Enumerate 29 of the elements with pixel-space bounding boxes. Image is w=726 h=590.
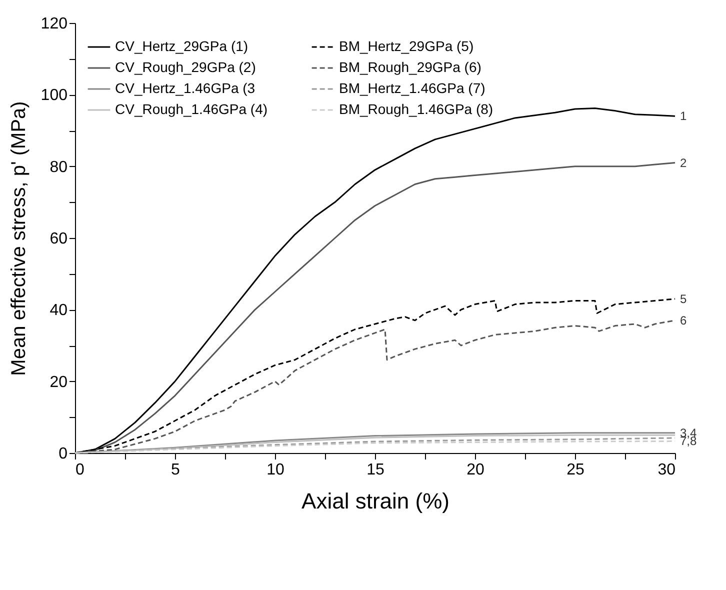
x-tick-label: 5 bbox=[171, 462, 180, 478]
x-tick-label: 25 bbox=[566, 462, 584, 478]
legend-label: BM_Rough_1.46GPa (8) bbox=[339, 101, 494, 117]
text: 5 bbox=[680, 292, 687, 306]
text: 1 bbox=[680, 109, 687, 124]
y-tick-label: 120 bbox=[40, 16, 68, 32]
y-tick-label: 100 bbox=[40, 87, 68, 104]
y-axis-title: Mean effective stress, p' (MPa) bbox=[8, 101, 30, 376]
text: 3,4 bbox=[680, 426, 698, 440]
y-tick-label: 80 bbox=[50, 158, 68, 176]
legend-label: CV_Hertz_29GPa (1) bbox=[115, 38, 248, 54]
x-tick-label: 30 bbox=[658, 462, 676, 478]
x-tick-label: 15 bbox=[366, 462, 384, 478]
legend-label: CV_Rough_29GPa (2) bbox=[115, 59, 256, 75]
y-tick-label: 0 bbox=[58, 446, 68, 462]
x-tick-label: 10 bbox=[266, 462, 284, 478]
legend-label: BM_Hertz_29GPa (5) bbox=[339, 38, 474, 54]
y-tick-label: 20 bbox=[50, 374, 68, 391]
legend-label: BM_Hertz_1.46GPa (7) bbox=[339, 80, 486, 96]
legend-label: BM_Rough_29GPa (6) bbox=[339, 59, 482, 75]
x-axis-title: Axial strain (%) bbox=[302, 488, 450, 514]
x-tick-label: 0 bbox=[76, 462, 84, 478]
legend-label: CV_Rough_1.46GPa (4) bbox=[115, 101, 268, 117]
y-tick-label: 60 bbox=[50, 230, 68, 248]
y-tick-label: 40 bbox=[50, 302, 68, 320]
x-tick-label: 20 bbox=[466, 462, 484, 478]
legend-label: CV_Hertz_1.46GPa (3 bbox=[115, 80, 256, 96]
text: 2 bbox=[680, 156, 687, 170]
text: 6 bbox=[680, 313, 687, 328]
